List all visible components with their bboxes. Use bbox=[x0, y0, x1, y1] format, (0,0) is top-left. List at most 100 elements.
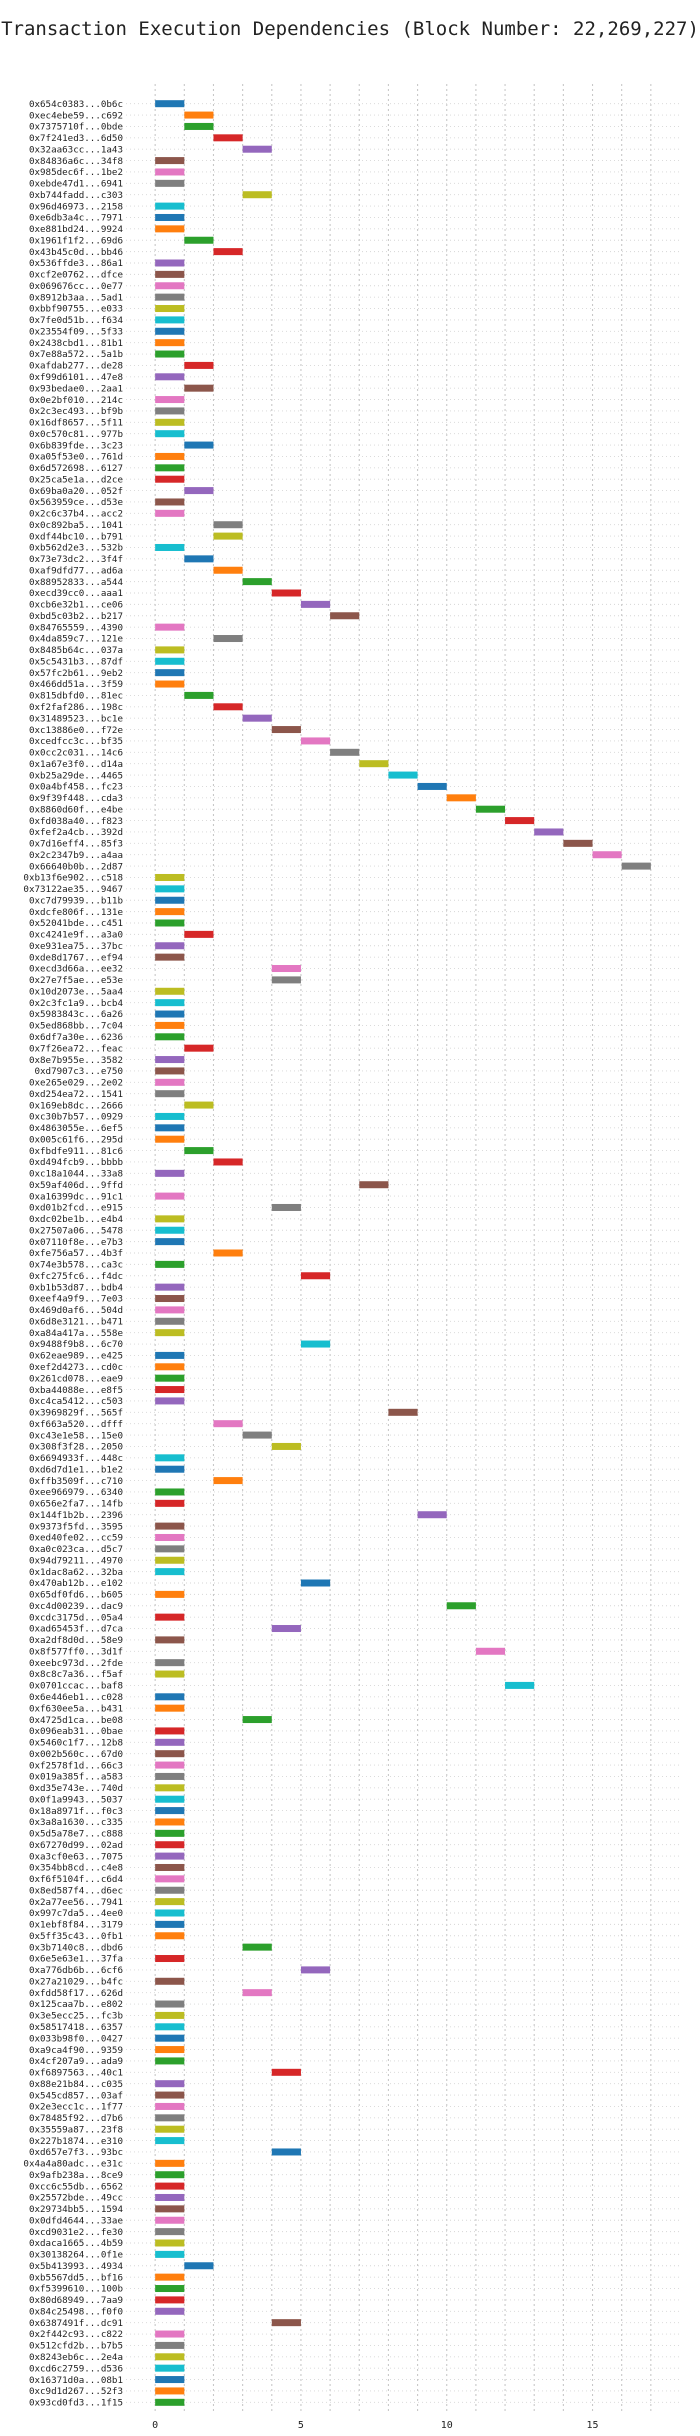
dependency-bar bbox=[155, 1238, 185, 1246]
y-tick-label: 0x6d8e3121...b471 bbox=[29, 1316, 123, 1327]
y-tick-label: 0x8485b64c...037a bbox=[29, 645, 123, 656]
y-tick-label: 0x7375710f...0bde bbox=[29, 122, 123, 133]
dependency-bar bbox=[155, 282, 185, 290]
y-tick-label: 0xcdc3175d...05a4 bbox=[29, 1612, 124, 1623]
y-tick-label: 0x9f39f448...cda3 bbox=[29, 793, 123, 804]
y-tick-label: 0x62eae989...e425 bbox=[29, 1351, 123, 1362]
dependency-bar bbox=[155, 2102, 185, 2110]
y-tick-label: 0x66640b0b...2d87 bbox=[29, 861, 123, 872]
dependency-bar bbox=[155, 498, 185, 506]
dependency-bar bbox=[184, 361, 214, 369]
dependency-bar bbox=[155, 885, 185, 893]
y-tick-label: 0xb13f6e902...c518 bbox=[23, 873, 123, 884]
y-tick-label: 0x3e5ecc25...fc3b bbox=[29, 2011, 123, 2022]
dependency-bar bbox=[242, 191, 272, 199]
y-tick-label: 0xd254ea72...1541 bbox=[29, 1089, 123, 1100]
dependency-bar bbox=[155, 1363, 185, 1371]
y-tick-label: 0x4863055e...6ef5 bbox=[29, 1123, 123, 1134]
y-tick-label: 0x30138264...0f1e bbox=[29, 2250, 123, 2261]
y-tick-label: 0xb1b53d87...bdb4 bbox=[29, 1282, 124, 1293]
y-tick-label: 0x985dec6f...1be2 bbox=[29, 167, 123, 178]
y-tick-label: 0xa3cf0e63...7075 bbox=[29, 1851, 123, 1862]
y-tick-label: 0xc30b7b57...0929 bbox=[29, 1112, 123, 1123]
tick-layer: 0 5 10 15 bbox=[152, 2420, 598, 2431]
dependency-bar bbox=[155, 1283, 185, 1291]
y-tick-label: 0x8e7b955e...3582 bbox=[29, 1055, 123, 1066]
dependency-bar bbox=[155, 1306, 185, 1314]
y-tick-label: 0x469d0af6...504d bbox=[29, 1305, 123, 1316]
dependency-bar bbox=[155, 1192, 185, 1200]
dependency-bar bbox=[155, 2182, 185, 2190]
y-tick-label: 0x1ebf8f84...3179 bbox=[29, 1920, 123, 1931]
x-tick-label: 15 bbox=[587, 2420, 599, 2431]
dependency-bar bbox=[271, 1203, 301, 1211]
y-tick-label: 0xf6897563...40c1 bbox=[29, 2068, 123, 2079]
y-tick-label: 0x6df7a30e...6236 bbox=[29, 1032, 123, 1043]
dependency-bar bbox=[155, 2216, 185, 2224]
dependency-bar bbox=[330, 748, 360, 756]
y-tick-label: 0x2438cbd1...81b1 bbox=[29, 338, 123, 349]
y-tick-label: 0x69ba0a20...052f bbox=[29, 486, 123, 497]
y-tick-label: 0x4cf207a9...ada9 bbox=[29, 2056, 123, 2067]
y-tick-label: 0x019a385f...a583 bbox=[29, 1772, 123, 1783]
dependency-bar bbox=[184, 2262, 214, 2270]
dependency-bar bbox=[184, 555, 214, 563]
y-tick-label: 0x7e88a572...5a1b bbox=[29, 349, 123, 360]
bar-layer bbox=[155, 100, 651, 2406]
y-tick-label: 0xb562d2e3...532b bbox=[29, 543, 123, 554]
dependency-bar bbox=[155, 202, 185, 210]
y-tick-label: 0x4da859c7...121e bbox=[29, 634, 123, 645]
dependency-bar bbox=[534, 828, 564, 836]
y-tick-label: 0xd35e743e...740d bbox=[29, 1783, 123, 1794]
y-tick-label: 0xcc6c55db...6562 bbox=[29, 2181, 123, 2192]
y-tick-label: 0x7d16eff4...85f3 bbox=[29, 839, 123, 850]
x-tick-label: 0 bbox=[152, 2420, 158, 2431]
dependency-bar bbox=[155, 1875, 185, 1883]
y-tick-label: 0xfd038a40...f823 bbox=[29, 816, 123, 827]
y-tick-label: 0x997c7da5...4ee0 bbox=[29, 1908, 123, 1919]
dependency-bar bbox=[155, 1784, 185, 1792]
y-tick-label: 0xde8d1767...ef94 bbox=[29, 952, 124, 963]
y-tick-label: 0xa16399dc...91c1 bbox=[29, 1191, 123, 1202]
y-tick-label: 0xdf44bc10...b791 bbox=[29, 531, 123, 542]
dependency-bar bbox=[155, 464, 185, 472]
y-tick-label: 0x3a8a1630...c335 bbox=[29, 1817, 123, 1828]
dependency-bar bbox=[155, 2171, 185, 2179]
y-tick-label: 0xdcfe806f...131e bbox=[29, 907, 123, 918]
dependency-bar bbox=[155, 418, 185, 426]
dependency-bar bbox=[300, 737, 331, 745]
y-tick-label: 0xba44088e...e8f5 bbox=[29, 1385, 123, 1396]
y-tick-label: 0x73e73dc2...3f4f bbox=[29, 554, 123, 565]
y-tick-label: 0x6b839fde...3c23 bbox=[29, 440, 123, 451]
dependency-bar bbox=[155, 2398, 185, 2406]
y-tick-label: 0xb5567dd5...bf16 bbox=[29, 2272, 123, 2283]
dependency-bar bbox=[155, 2341, 185, 2349]
y-tick-label: 0x67270d99...02ad bbox=[29, 1840, 123, 1851]
y-tick-label: 0x78485f92...d7b6 bbox=[29, 2113, 123, 2124]
y-tick-label: 0xe931ea75...37bc bbox=[29, 941, 123, 952]
dependency-bar bbox=[155, 2330, 185, 2338]
dependency-bar bbox=[155, 2125, 185, 2133]
y-tick-label: 0x2e3ecc1c...1f77 bbox=[29, 2102, 123, 2113]
y-tick-label: 0xee966979...6340 bbox=[29, 1487, 123, 1498]
dependency-bar bbox=[155, 1727, 185, 1735]
dependency-bar bbox=[155, 1488, 185, 1496]
dependency-bar bbox=[271, 976, 301, 984]
y-tick-label: 0x59af406d...9ffd bbox=[29, 1180, 123, 1191]
y-tick-label: 0xc7d79939...b11b bbox=[29, 895, 123, 906]
y-tick-label: 0x0c570c81...977b bbox=[29, 429, 123, 440]
dependency-bar bbox=[417, 782, 447, 790]
dependency-bar bbox=[155, 1795, 185, 1803]
dependency-bar bbox=[155, 293, 185, 301]
y-tick-label: 0x16371d0a...08b1 bbox=[29, 2375, 123, 2386]
y-tick-label: 0xf6f5104f...c6d4 bbox=[29, 1874, 124, 1885]
dependency-bar bbox=[242, 1716, 272, 1724]
dependency-bar bbox=[155, 1135, 185, 1143]
dependency-bar bbox=[155, 999, 185, 1007]
y-tick-label: 0x27e7f5ae...e53e bbox=[29, 975, 123, 986]
dependency-bar bbox=[475, 805, 506, 813]
y-tick-label: 0x0a4bf458...fc23 bbox=[29, 782, 123, 793]
dependency-bar bbox=[242, 714, 272, 722]
y-tick-label: 0xcd6c2759...d536 bbox=[29, 2363, 123, 2374]
dependency-bar bbox=[155, 1397, 185, 1405]
